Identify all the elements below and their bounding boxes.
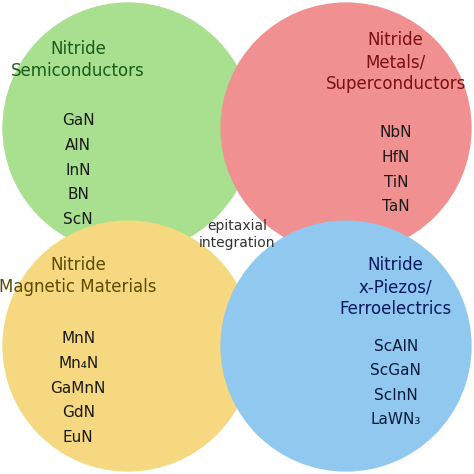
Text: TiN: TiN <box>383 174 408 190</box>
Circle shape <box>2 2 254 254</box>
Text: Nitride
Magnetic Materials: Nitride Magnetic Materials <box>0 256 157 296</box>
Text: Mn₄N: Mn₄N <box>58 356 98 371</box>
Text: Nitride
Metals/
Superconductors: Nitride Metals/ Superconductors <box>326 31 466 93</box>
Text: ScInN: ScInN <box>374 388 418 403</box>
Circle shape <box>220 220 472 472</box>
Text: NbN: NbN <box>380 125 412 140</box>
Text: TaN: TaN <box>382 199 410 214</box>
Text: ScAlN: ScAlN <box>374 338 418 354</box>
Text: LaWN₃: LaWN₃ <box>371 412 421 428</box>
Text: GaMnN: GaMnN <box>51 381 106 396</box>
Circle shape <box>220 2 472 254</box>
Text: MnN: MnN <box>61 331 95 346</box>
Text: BN: BN <box>67 187 89 202</box>
Text: AlN: AlN <box>65 138 91 153</box>
Text: Nitride
x-Piezos/
Ferroelectrics: Nitride x-Piezos/ Ferroelectrics <box>340 256 452 319</box>
Text: epitaxial
integration: epitaxial integration <box>199 219 275 250</box>
Circle shape <box>2 220 254 472</box>
Text: ScN: ScN <box>64 212 93 227</box>
Text: GdN: GdN <box>62 405 95 420</box>
Text: HfN: HfN <box>382 150 410 165</box>
Text: GaN: GaN <box>62 113 94 128</box>
Text: Nitride
Semiconductors: Nitride Semiconductors <box>11 40 145 81</box>
Text: EuN: EuN <box>63 430 93 445</box>
Text: ScGaN: ScGaN <box>370 363 421 378</box>
Text: InN: InN <box>65 163 91 178</box>
